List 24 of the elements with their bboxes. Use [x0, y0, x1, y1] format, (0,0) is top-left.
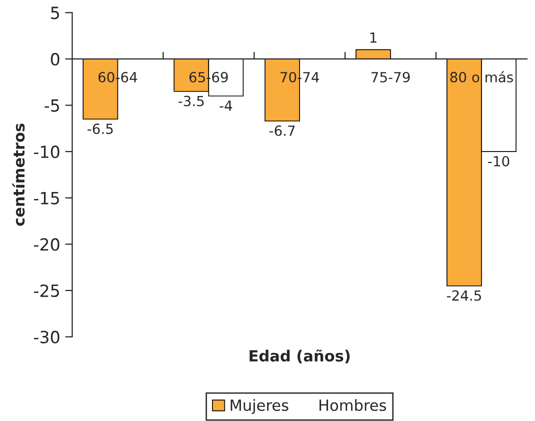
- data-label: -3.5: [178, 96, 204, 106]
- data-label: -4: [220, 100, 232, 111]
- text: Hombres: [320, 399, 386, 411]
- data-label: -24.5: [446, 290, 481, 301]
- y-tick-label: -15: [34, 192, 59, 204]
- x-tick-label: 75-79: [372, 72, 410, 82]
- y-tick-label: 5: [51, 6, 59, 20]
- y-tick-label: -25: [34, 284, 59, 298]
- y-tick-label: 0: [50, 52, 60, 66]
- x-tick-label: 80 o más: [450, 71, 513, 82]
- x-tick-label: 65-69: [189, 72, 228, 82]
- x-axis-title: Edad (años): [250, 349, 350, 364]
- data-label: -10: [488, 156, 510, 166]
- y-axis-title: centímetros: [12, 124, 25, 226]
- y-tick-label: -30: [34, 330, 60, 344]
- data-label: -6.5: [88, 124, 113, 134]
- data-label: -6.7: [269, 125, 295, 136]
- legend-label: Mujeres: [230, 399, 288, 414]
- y-tick-label: -20: [34, 238, 60, 251]
- data-label: 1: [370, 32, 376, 43]
- y-tick-label: -10: [34, 146, 60, 158]
- x-tick-label: 60-64: [98, 72, 138, 82]
- y-tick-label: -5: [44, 99, 59, 112]
- x-tick-label: 70-74: [280, 72, 319, 82]
